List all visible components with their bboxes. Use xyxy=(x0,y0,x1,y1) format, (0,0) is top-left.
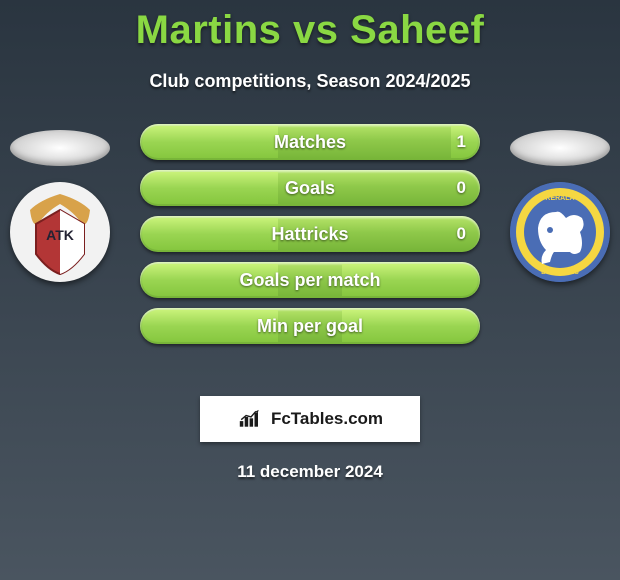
stat-value-right: 0 xyxy=(457,224,466,244)
brand-badge[interactable]: FcTables.com xyxy=(200,396,420,442)
stat-fill-left xyxy=(142,218,278,250)
page-subtitle: Club competitions, Season 2024/2025 xyxy=(0,71,620,92)
kerala-blasters-logo-icon: KERALA BLASTERS xyxy=(510,182,610,282)
date-text: 11 december 2024 xyxy=(0,462,620,482)
page-title: Martins vs Saheef xyxy=(0,0,620,53)
svg-text:ATK: ATK xyxy=(46,227,74,243)
stat-bar-goals-per-match: Goals per match xyxy=(140,262,480,298)
stat-label: Goals xyxy=(285,178,335,199)
stat-value-right: 1 xyxy=(457,132,466,152)
club-left-badge: ATK xyxy=(10,182,110,282)
stat-bar-min-per-goal: Min per goal xyxy=(140,308,480,344)
stat-bar-matches: Matches 1 xyxy=(140,124,480,160)
stat-bar-hattricks: Hattricks 0 xyxy=(140,216,480,252)
club-right-badge: KERALA BLASTERS xyxy=(510,182,610,282)
stat-label: Hattricks xyxy=(271,224,348,245)
stat-fill-left xyxy=(142,126,278,158)
stat-bar-goals: Goals 0 xyxy=(140,170,480,206)
bar-chart-icon xyxy=(237,408,265,430)
stats-area: ATK KERALA BLASTERS Matches 1 Goals 0 xyxy=(0,124,620,384)
stat-label: Matches xyxy=(274,132,346,153)
player-right-avatar xyxy=(510,130,610,166)
svg-text:KERALA: KERALA xyxy=(545,195,574,202)
stat-value-right: 0 xyxy=(457,178,466,198)
svg-text:BLASTERS: BLASTERS xyxy=(541,269,579,276)
stat-label: Goals per match xyxy=(239,270,380,291)
stat-bars: Matches 1 Goals 0 Hattricks 0 Goals per … xyxy=(140,124,480,354)
stat-label: Min per goal xyxy=(257,316,363,337)
brand-text: FcTables.com xyxy=(271,409,383,429)
stat-fill-left xyxy=(142,172,278,204)
atk-logo-icon: ATK xyxy=(10,182,110,282)
player-left-avatar xyxy=(10,130,110,166)
